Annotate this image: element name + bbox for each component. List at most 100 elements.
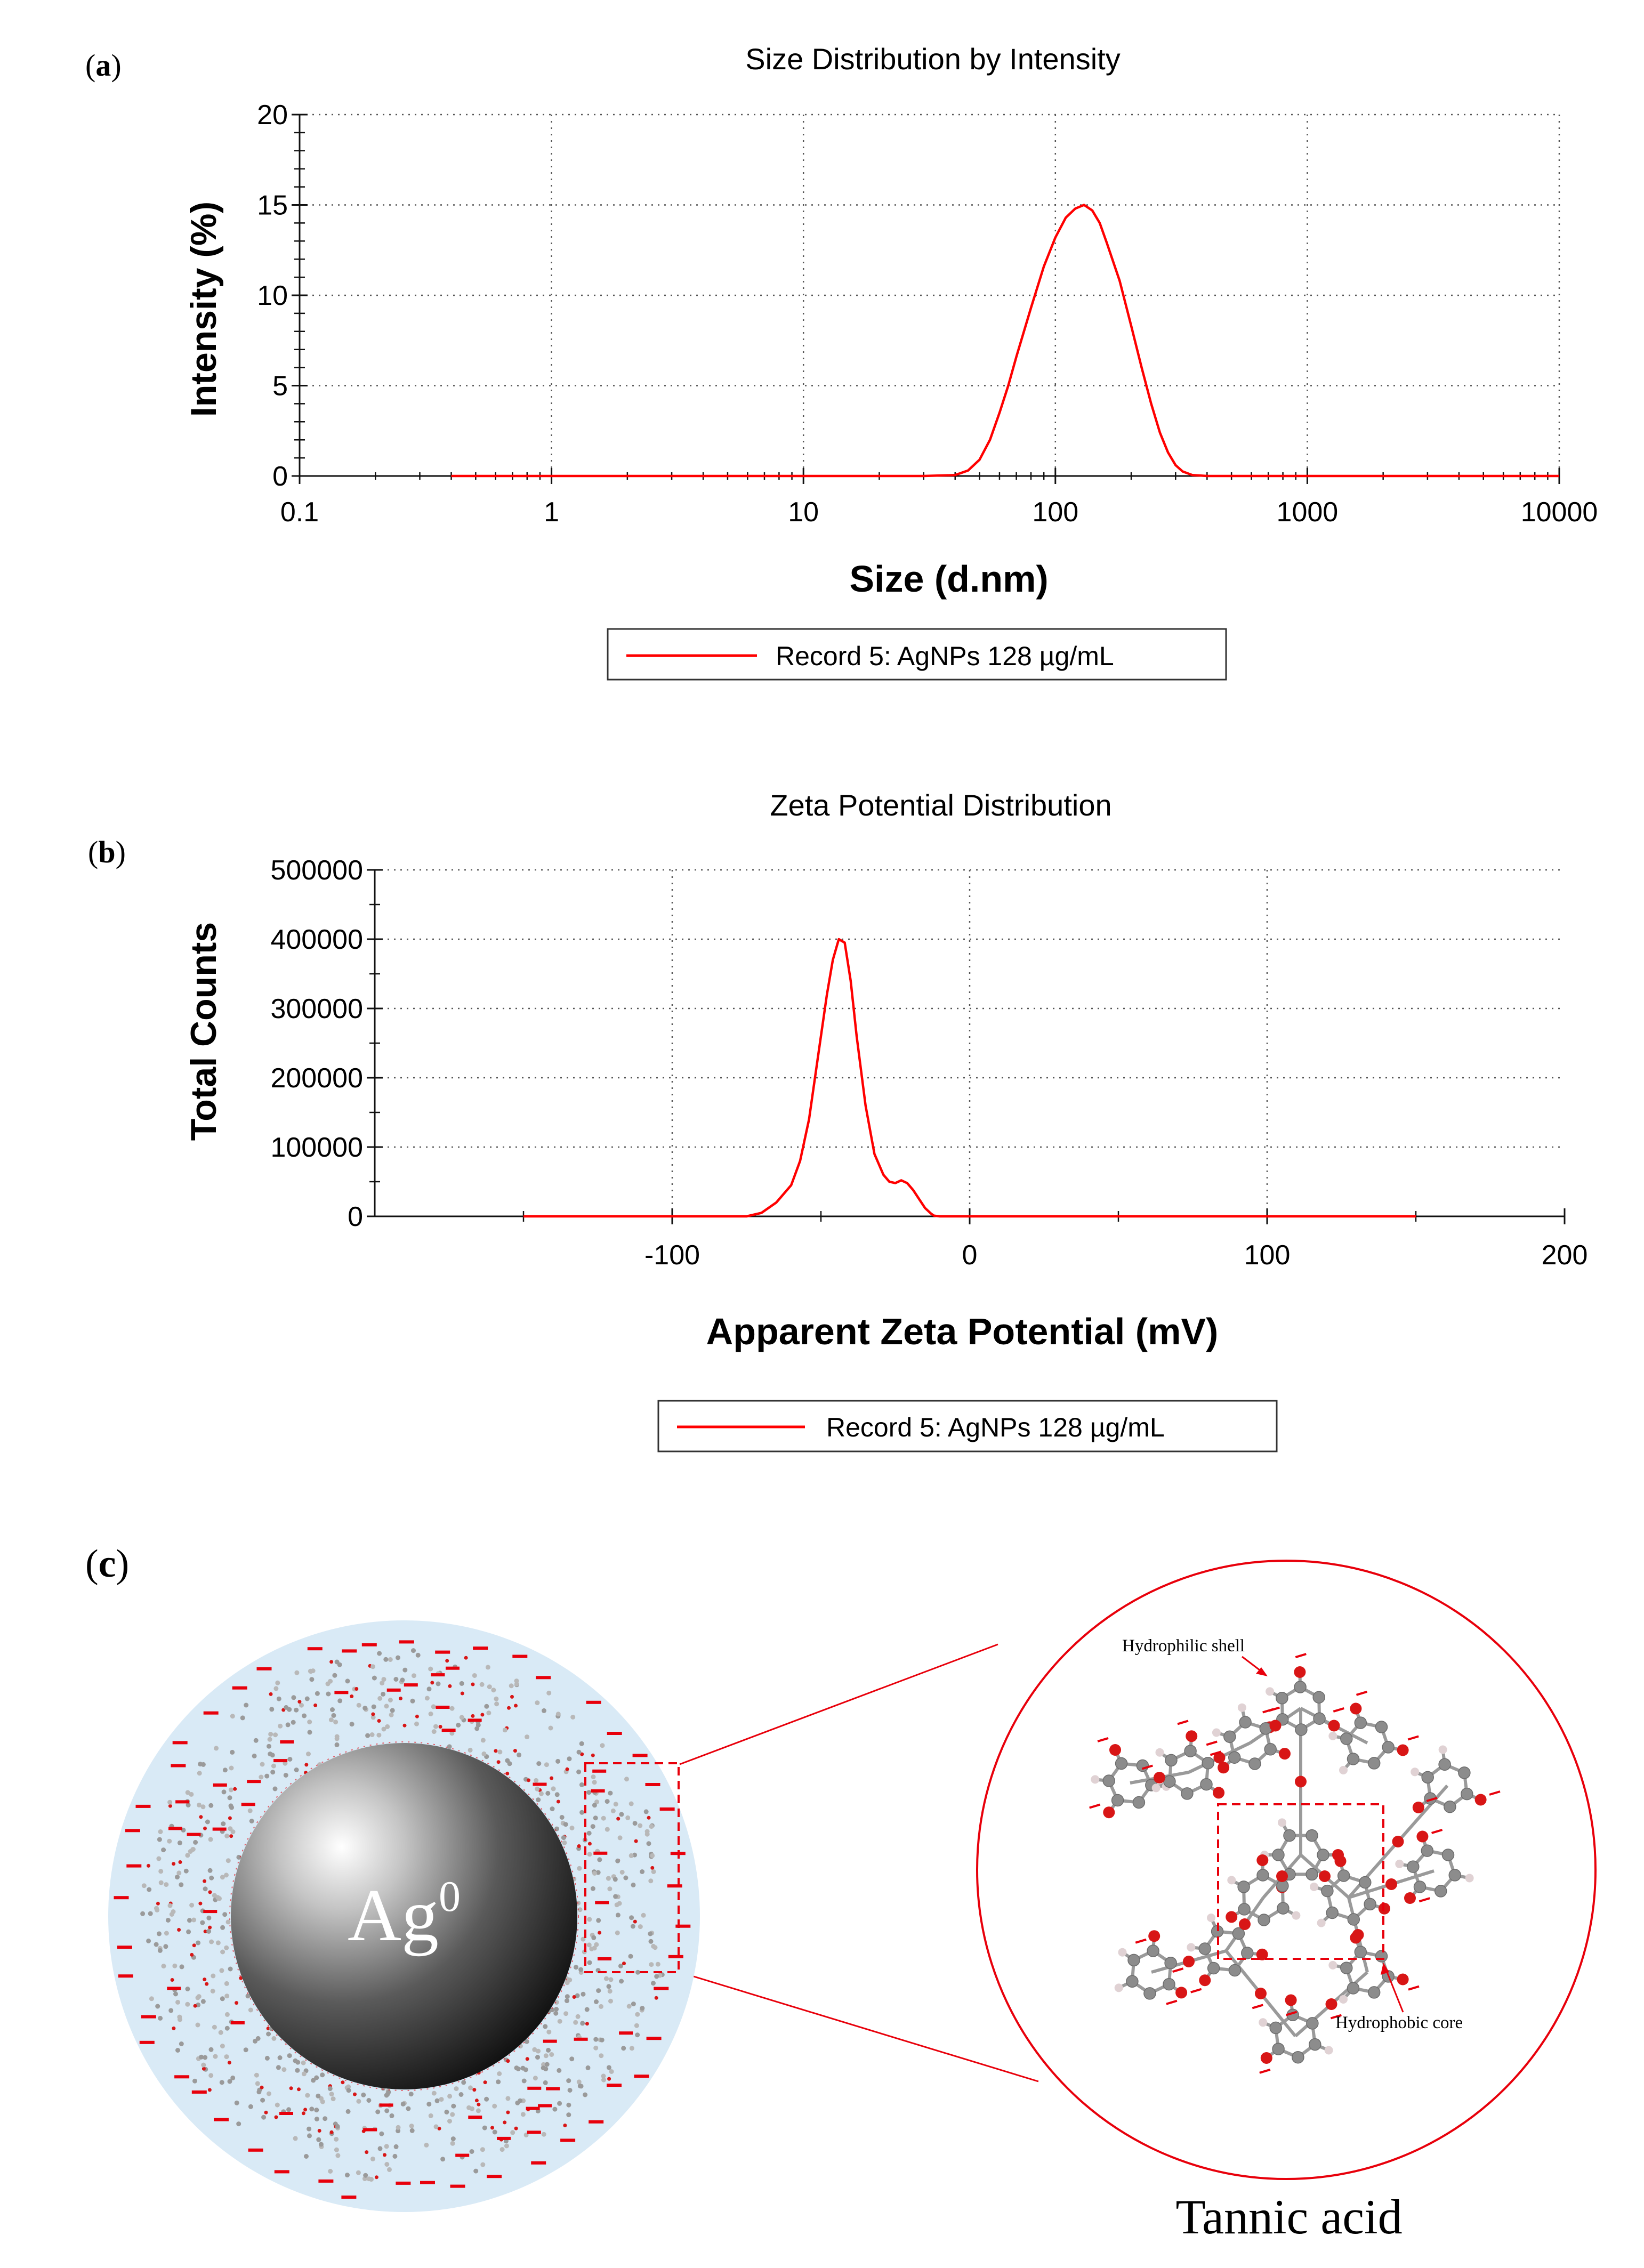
shell-atom-697 [297, 1700, 302, 1704]
shell-atom-311 [331, 1713, 336, 1718]
negative-charge-27 [135, 1804, 151, 1808]
shell-atom-558 [345, 1678, 350, 1684]
shell-atom-422 [587, 1960, 592, 1965]
molecule-atom-60 [1277, 1902, 1290, 1915]
molecule-atom-81 [1444, 1800, 1456, 1813]
chart-b-plot: 0 100000 200000 300000 400000 500000 -100 0 100 2… [270, 855, 1587, 1271]
molecule-atom-34 [1115, 1757, 1128, 1770]
shell-atom-296 [458, 2092, 464, 2097]
shell-atom-33 [281, 2067, 287, 2072]
shell-atom-233 [157, 1837, 162, 1842]
zoom-region-box [584, 1762, 680, 1973]
shell-atom-605 [635, 2032, 640, 2038]
shell-atom-563 [384, 1704, 389, 1709]
shell-atom-152 [329, 1660, 334, 1664]
shell-atom-578 [474, 2098, 479, 2103]
shell-atom-91 [317, 2129, 321, 2133]
shell-atom-56 [389, 1712, 394, 1717]
shell-atom-104 [440, 2157, 446, 2162]
shell-atom-411 [577, 1844, 581, 1848]
shell-atom-536 [253, 2038, 258, 2044]
shell-atom-455 [316, 2093, 321, 2098]
shell-atom-598 [167, 1903, 173, 1908]
molecule-atom-144 [1295, 1775, 1307, 1788]
shell-atom-744 [527, 1778, 530, 1782]
molecule-atom-125 [1306, 2017, 1319, 2030]
shell-atom-278 [283, 1773, 288, 1778]
shell-atom-221 [274, 2115, 278, 2119]
molecule-charge-2 [1407, 1735, 1419, 1741]
shell-atom-692 [327, 2086, 333, 2091]
zoom-connector-bottom [679, 1971, 1039, 2083]
shell-atom-446 [607, 1989, 613, 1994]
negative-charge-36 [399, 1640, 414, 1644]
negative-charge-81 [619, 2031, 633, 2035]
shell-atom-134 [414, 1721, 419, 1726]
shell-atom-582 [273, 1686, 279, 1691]
shell-atom-524 [191, 1917, 197, 1923]
shell-atom-193 [264, 2055, 270, 2061]
molecule-bond-155 [1397, 1785, 1449, 1843]
shell-atom-149 [459, 1681, 464, 1686]
shell-atom-503 [655, 1962, 660, 1967]
shell-atom-451 [140, 1911, 146, 1916]
shell-atom-546 [264, 1773, 270, 1779]
molecule-charge-14 [1190, 1988, 1202, 1993]
shell-atom-282 [590, 1886, 595, 1891]
shell-atom-508 [222, 1912, 228, 1917]
shell-atom-16 [597, 1857, 602, 1862]
shell-atom-537 [200, 1804, 206, 1810]
shell-atom-405 [592, 1803, 597, 1808]
shell-atom-292 [253, 1738, 259, 1743]
shell-atom-161 [549, 2052, 554, 2057]
negative-charge-49 [273, 1759, 288, 1763]
molecule-atom-101 [1143, 1987, 1156, 2000]
shell-atom-431 [514, 1704, 518, 1708]
molecule-atom-63 [1237, 1880, 1250, 1893]
shell-atom-526 [305, 2093, 310, 2098]
shell-atom-304 [629, 1915, 634, 1920]
shell-atom-69 [447, 2094, 453, 2099]
shell-atom-137 [313, 1703, 318, 1707]
shell-atom-759 [649, 1962, 654, 1967]
shell-atom-644 [615, 1912, 620, 1918]
negative-charge-87 [187, 1833, 201, 1836]
shell-atom-686 [650, 1853, 655, 1858]
y-tick-label-1: 100000 [270, 1132, 363, 1163]
shell-atom-649 [266, 2031, 271, 2037]
negative-charge-65 [574, 2037, 588, 2041]
molecule-atom-96 [1465, 1874, 1474, 1883]
molecule-atom-37 [1103, 1806, 1115, 1819]
molecule-atom-32 [1111, 1794, 1124, 1807]
shell-atom-483 [141, 1883, 147, 1888]
shell-atom-401 [207, 2088, 212, 2092]
shell-atom-363 [615, 1858, 620, 1863]
molecule-bond-157 [1391, 1869, 1435, 1886]
panel-a-letter: a [95, 48, 111, 83]
shell-atom-597 [230, 1749, 235, 1755]
shell-atom-538 [337, 1698, 343, 1704]
shell-atom-123 [594, 1942, 599, 1947]
shell-atom-75 [208, 2073, 214, 2078]
shell-atom-76 [175, 1875, 180, 1880]
x-tick-label-3: 100 [1032, 497, 1078, 528]
molecule-atom-41 [1181, 1787, 1194, 1800]
negative-charge-7 [560, 2138, 576, 2142]
negative-charge-37 [435, 1650, 450, 1654]
shell-atom-87 [573, 2020, 578, 2025]
shell-atom-147 [209, 1875, 214, 1880]
molecule-charge-15 [1259, 2068, 1271, 2074]
shell-atom-449 [415, 1652, 421, 1658]
shell-atom-735 [215, 1895, 221, 1900]
shell-atom-497 [651, 1981, 656, 1986]
molecule-atom-16 [1397, 1744, 1409, 1756]
shell-atom-388 [255, 2081, 260, 2086]
panel-a-label: (a) [85, 48, 122, 83]
core-oxidation-state: 0 [439, 1872, 461, 1920]
shell-atom-668 [510, 2130, 515, 2135]
shell-atom-306 [173, 1991, 178, 1997]
shell-atom-80 [408, 2092, 414, 2097]
shell-atom-417 [412, 1673, 416, 1678]
shell-atom-499 [591, 1753, 595, 1757]
